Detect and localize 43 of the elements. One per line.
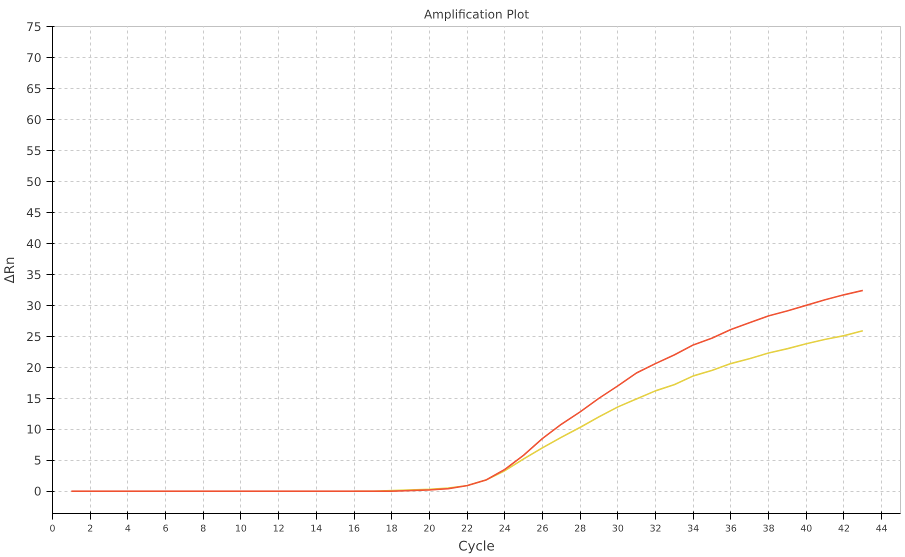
x-tick-label: 20 xyxy=(423,524,436,534)
x-tick-label: 8 xyxy=(200,524,206,534)
x-tick-label: 26 xyxy=(536,524,548,534)
x-tick-label: 30 xyxy=(612,524,624,534)
y-tick-label: 60 xyxy=(26,112,42,127)
x-tick-label: 18 xyxy=(386,524,398,534)
x-tick-label: 4 xyxy=(124,524,131,534)
y-tick-label: 50 xyxy=(26,174,42,189)
x-tick-label: 38 xyxy=(762,524,775,534)
y-tick-label: 5 xyxy=(34,454,42,468)
y-tick-label: 55 xyxy=(26,144,42,158)
y-tick-label: 45 xyxy=(26,206,42,220)
x-tick-label: 6 xyxy=(162,524,169,534)
x-tick-label: 34 xyxy=(687,524,700,534)
y-tick-label: 25 xyxy=(26,330,42,344)
y-tick-label: 40 xyxy=(26,236,42,251)
y-tick-label: 10 xyxy=(26,422,42,437)
x-tick-label: 24 xyxy=(498,524,511,534)
x-tick-label: 36 xyxy=(724,524,737,534)
y-tick-label: 70 xyxy=(26,50,42,65)
y-tick-label: 20 xyxy=(26,360,42,375)
x-tick-label: 28 xyxy=(574,524,586,534)
x-tick-label: 22 xyxy=(461,524,474,534)
y-tick-label: 75 xyxy=(26,20,42,34)
chart-title: Amplification Plot xyxy=(424,8,530,22)
x-tick-label: 44 xyxy=(876,524,888,534)
y-tick-label: 15 xyxy=(26,392,42,406)
x-tick-label: 16 xyxy=(348,524,360,534)
y-tick-label: 0 xyxy=(34,484,42,499)
x-tick-label: 2 xyxy=(87,524,94,534)
x-tick-label: 14 xyxy=(310,524,322,534)
x-tick-label: 0 xyxy=(50,524,56,534)
x-tick-label: 12 xyxy=(272,524,285,534)
y-tick-label: 35 xyxy=(26,268,42,282)
line-series xyxy=(70,290,864,492)
x-tick-label: 42 xyxy=(838,524,850,534)
y-tick-label: 30 xyxy=(26,298,42,313)
y-axis-title: ΔRn xyxy=(3,256,18,284)
x-axis-title: Cycle xyxy=(458,540,495,554)
x-tick-label: 40 xyxy=(800,524,812,534)
x-tick-label: 10 xyxy=(235,524,247,534)
y-tick-label: 65 xyxy=(26,82,42,96)
x-tick-label: 32 xyxy=(650,524,662,534)
